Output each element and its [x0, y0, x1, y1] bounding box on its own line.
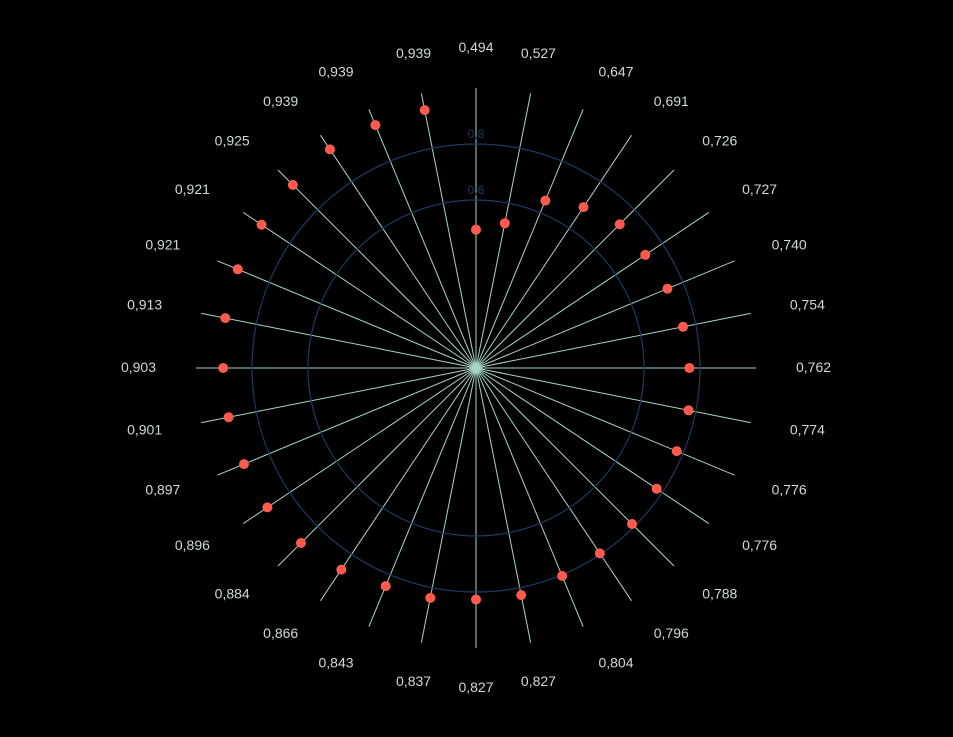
data-point	[672, 446, 682, 456]
value-label: 0,921	[145, 237, 180, 253]
data-point	[500, 218, 510, 228]
value-label: 0,762	[796, 359, 831, 375]
value-label: 0,827	[521, 673, 556, 689]
spoke	[278, 368, 476, 566]
ring-label: 0,6	[468, 183, 485, 197]
data-point	[662, 284, 672, 294]
value-label: 0,827	[458, 679, 493, 695]
data-point	[652, 484, 662, 494]
value-label: 0,740	[772, 237, 807, 253]
value-label: 0,776	[772, 481, 807, 497]
value-label: 0,726	[702, 133, 737, 149]
value-label: 0,843	[318, 655, 353, 671]
value-label: 0,925	[215, 133, 250, 149]
spoke	[476, 170, 674, 368]
value-label: 0,527	[521, 45, 556, 61]
data-point	[516, 590, 526, 600]
data-point	[540, 196, 550, 206]
data-point	[578, 202, 588, 212]
radar-chart: 0,6 0,8 0,494 0,527 0,647 0,691 0,726 0,727 0,74…	[0, 0, 953, 737]
data-point	[684, 363, 694, 373]
spoke	[476, 368, 583, 627]
data-point	[684, 405, 694, 415]
data-point	[615, 219, 625, 229]
data-point	[370, 120, 380, 130]
spoke	[476, 368, 735, 475]
data-point	[640, 250, 650, 260]
value-label: 0,921	[175, 181, 210, 197]
ring-label: 0,8	[468, 127, 485, 141]
value-label: 0,647	[598, 63, 633, 79]
data-point	[678, 322, 688, 332]
spoke	[476, 368, 674, 566]
spoke	[278, 170, 476, 368]
data-point	[471, 595, 481, 605]
data-point	[627, 519, 637, 529]
value-label: 0,837	[396, 673, 431, 689]
data-point	[296, 538, 306, 548]
value-label: 0,727	[742, 181, 777, 197]
value-label: 0,884	[215, 585, 250, 601]
value-label: 0,913	[127, 297, 162, 313]
data-point	[381, 581, 391, 591]
data-point	[336, 565, 346, 575]
value-label: 0,774	[790, 421, 825, 437]
value-label: 0,796	[654, 625, 689, 641]
value-label: 0,939	[263, 93, 298, 109]
data-point	[262, 502, 272, 512]
spoke	[369, 109, 476, 368]
data-point	[425, 593, 435, 603]
data-point	[233, 264, 243, 274]
spoke	[217, 261, 476, 368]
value-label: 0,896	[175, 537, 210, 553]
data-point	[471, 225, 481, 235]
spoke	[476, 261, 735, 368]
data-point	[595, 548, 605, 558]
value-label: 0,939	[396, 45, 431, 61]
value-label: 0,901	[127, 421, 162, 437]
data-point	[557, 571, 567, 581]
data-point	[224, 412, 234, 422]
data-point	[288, 180, 298, 190]
spoke	[217, 368, 476, 475]
data-point	[325, 144, 335, 154]
value-label: 0,866	[263, 625, 298, 641]
value-label: 0,804	[598, 655, 633, 671]
data-point	[218, 363, 228, 373]
value-label: 0,903	[121, 359, 156, 375]
value-label: 0,788	[702, 585, 737, 601]
value-label: 0,754	[790, 297, 825, 313]
data-point	[257, 220, 267, 230]
value-label: 0,897	[145, 481, 180, 497]
spoke	[476, 109, 583, 368]
data-point	[239, 459, 249, 469]
data-point	[420, 105, 430, 115]
data-point	[220, 313, 230, 323]
value-label: 0,691	[654, 93, 689, 109]
value-label: 0,939	[318, 63, 353, 79]
value-label: 0,776	[742, 537, 777, 553]
value-label: 0,494	[458, 39, 493, 55]
